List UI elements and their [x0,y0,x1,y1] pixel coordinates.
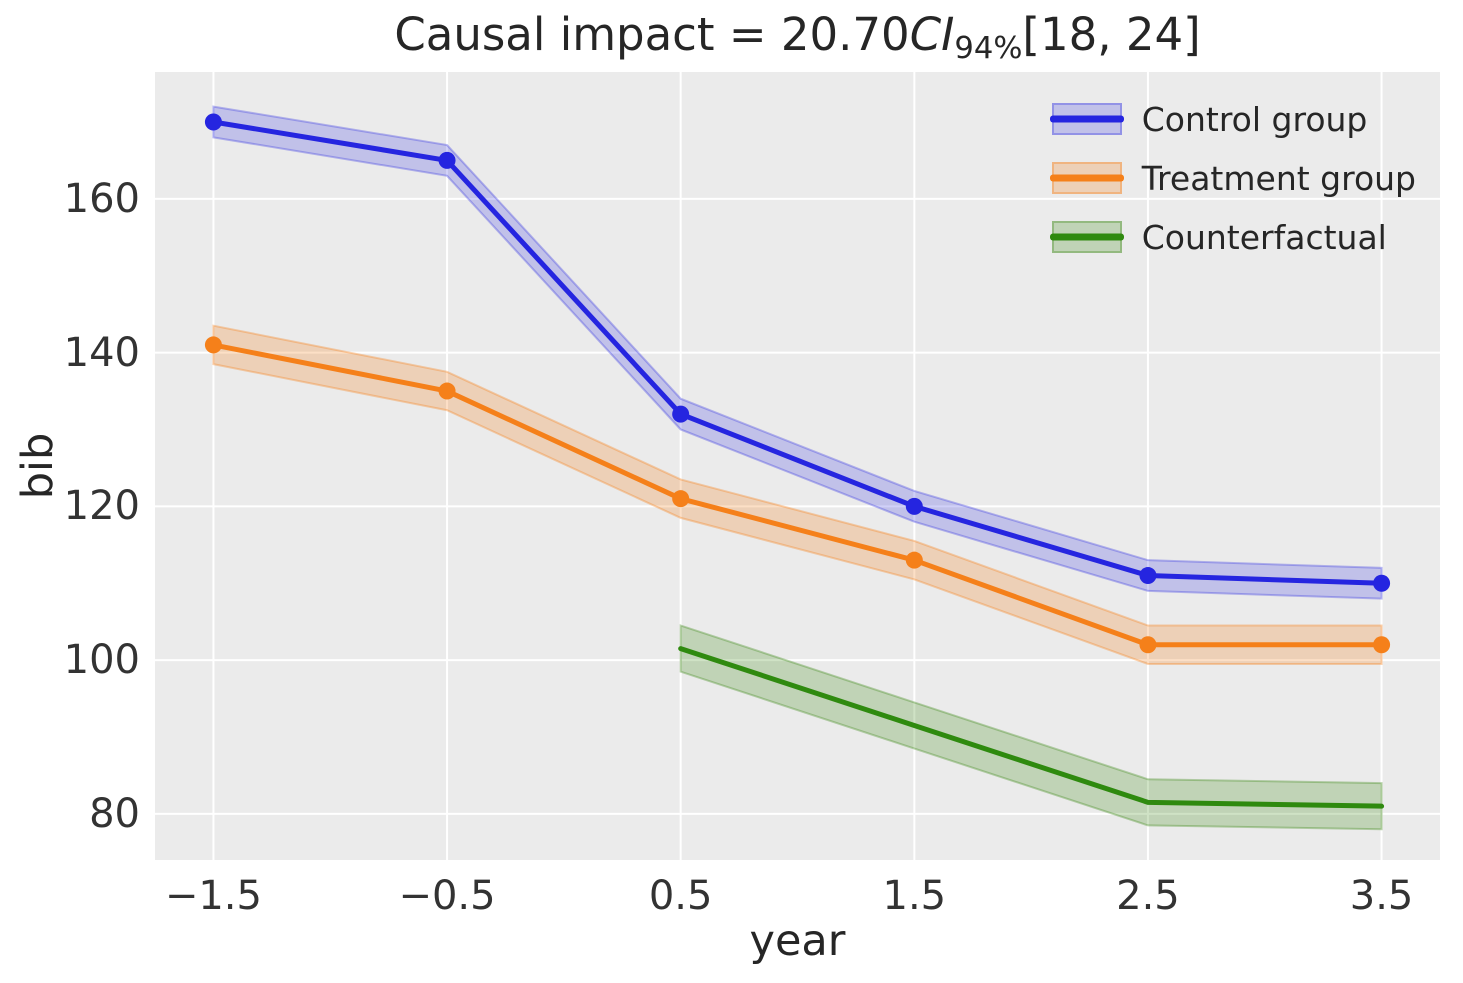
line-series-0 [210,119,1385,586]
chart-title-ci-subscript: 94% [954,30,1023,66]
x-tick-label: 1.5 [882,873,947,919]
y-tick-label: 80 [89,790,140,837]
marker-series-1 [672,490,690,508]
y-tick-label: 100 [63,637,140,684]
marker-series-1 [1373,636,1391,654]
marker-series-0 [1139,567,1157,585]
chart-title-interval: [18, 24] [1022,8,1201,61]
x-tick-label: −1.5 [164,873,262,919]
marker-series-0 [438,151,456,169]
x-tick-label: 3.5 [1349,873,1414,919]
y-tick-label: 120 [63,483,140,530]
chart-title-ci: CI [909,8,955,61]
legend-label-control-group: Control group [1141,99,1368,139]
legend-line-icon [1049,115,1124,123]
x-axis-label: year [749,916,846,966]
chart-title-prefix: Causal impact = 20.70 [394,8,910,61]
legend-line-icon [1049,174,1124,182]
marker-series-1 [1139,636,1157,654]
confidence-band-series-0 [212,105,1383,600]
legend-entry-treatment-group: Treatment group [1049,155,1416,201]
marker-series-0 [204,113,222,131]
y-tick-label: 160 [63,175,140,222]
x-tick-label: 0.5 [648,873,713,919]
legend-label-treatment-group: Treatment group [1141,158,1416,198]
legend-line-icon [1049,233,1124,241]
legend-entry-control-group: Control group [1049,96,1416,142]
plot-area: Control group Treatment group Counterfac… [155,72,1440,860]
line-series-2 [678,646,1385,809]
legend-swatch-counterfactual [1049,221,1124,253]
y-tick-label: 140 [63,329,140,376]
chart-canvas [155,72,1440,860]
legend-swatch-treatment-group [1049,162,1124,194]
legend-label-counterfactual: Counterfactual [1141,217,1387,257]
confidence-band-series-1 [212,324,1383,665]
line-series-1 [210,342,1385,648]
marker-series-0 [672,405,690,423]
chart-title: Causal impact = 20.70CI94%[18, 24] [155,8,1440,66]
x-tick-label: −0.5 [398,873,496,919]
confidence-band-series-2 [679,624,1383,831]
marker-series-0 [1373,574,1391,592]
legend-entry-counterfactual: Counterfactual [1049,214,1416,260]
legend: Control group Treatment group Counterfac… [1049,96,1416,273]
x-tick-label: 2.5 [1116,873,1180,919]
marker-series-1 [438,382,456,400]
marker-series-1 [905,551,923,569]
legend-swatch-control-group [1049,103,1124,135]
marker-series-1 [204,336,222,354]
marker-series-0 [905,497,923,515]
